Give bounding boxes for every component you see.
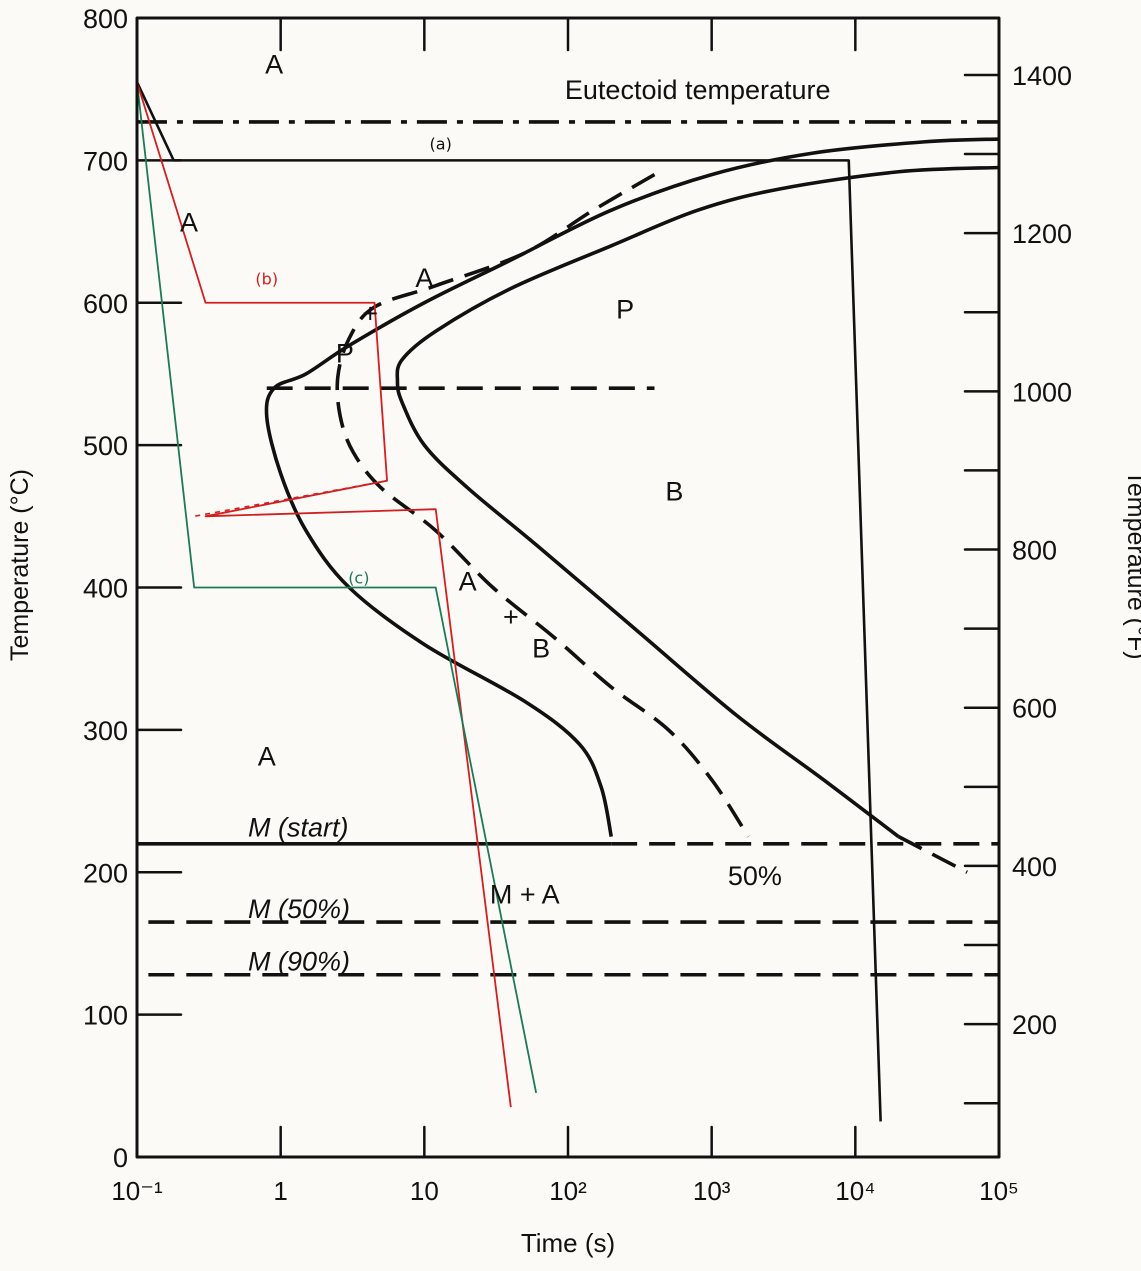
y-tick-label: 0 [113, 1143, 128, 1173]
annotation-label: M (start) [248, 813, 349, 843]
y-tick-label: 700 [83, 146, 128, 176]
annotation-label: + [503, 602, 519, 632]
y-tick-label: 200 [83, 858, 128, 888]
annotation-label: M (90%) [248, 947, 350, 977]
y-tick-label: 800 [83, 4, 128, 34]
annotation-label: P [616, 294, 634, 324]
series-finish_tail [897, 835, 968, 874]
annotation-label: + [362, 299, 378, 329]
series-mid [335, 173, 750, 838]
y-tick-label: 300 [83, 716, 128, 746]
y-tick-label: 400 [83, 574, 128, 604]
y-tick-label: 100 [83, 1001, 128, 1031]
y2-tick-label: 1000 [1012, 377, 1072, 407]
handwritten-path-label: (c) [348, 569, 369, 588]
y-tick-label: 500 [83, 431, 128, 461]
series-path_a [135, 81, 882, 1122]
y2-tick-label: 800 [1012, 536, 1057, 566]
x-tick-label: 1 [273, 1176, 287, 1206]
annotation-label: M + A [490, 880, 560, 910]
annotation-label: 50% [728, 861, 782, 891]
x-tick-label: 10 [410, 1176, 439, 1206]
y2-tick-label: 600 [1012, 694, 1057, 724]
x-axis-title: Time (s) [521, 1228, 615, 1258]
annotation-label: P [336, 339, 354, 369]
series-path_c [136, 81, 538, 1094]
y2-axis-title: Temperature (°F) [1122, 470, 1141, 659]
annotation-label: A [180, 208, 198, 238]
y-axis-title: Temperature (°C) [6, 469, 34, 661]
annotation-label: B [665, 477, 683, 507]
annotation-label: A [415, 263, 433, 293]
x-tick-label: 10⁴ [835, 1176, 875, 1206]
annotation-label: A [258, 742, 276, 772]
handwritten-path-label: (b) [255, 270, 278, 289]
x-tick-label: 10³ [693, 1176, 731, 1206]
series-path_b_dot [194, 479, 388, 518]
handwritten-path-label: (a) [430, 134, 452, 153]
y2-tick-label: 1200 [1012, 219, 1072, 249]
series-finish [395, 165, 1000, 839]
annotation-label: A [459, 566, 477, 596]
annotation-label: M (50%) [248, 894, 350, 924]
annotation-label: Eutectoid temperature [565, 75, 831, 105]
x-tick-label: 10⁵ [979, 1176, 1019, 1206]
y2-tick-label: 1400 [1012, 61, 1072, 91]
y2-tick-label: 200 [1012, 1010, 1057, 1040]
y-tick-label: 600 [83, 289, 128, 319]
annotation-label: B [532, 633, 550, 663]
annotation-label: A [265, 50, 283, 80]
plot-frame [135, 16, 1001, 1159]
series-start [264, 137, 1000, 838]
x-tick-label: 10⁻¹ [111, 1176, 163, 1206]
x-tick-label: 10² [549, 1176, 587, 1206]
y2-tick-label: 400 [1012, 852, 1057, 882]
